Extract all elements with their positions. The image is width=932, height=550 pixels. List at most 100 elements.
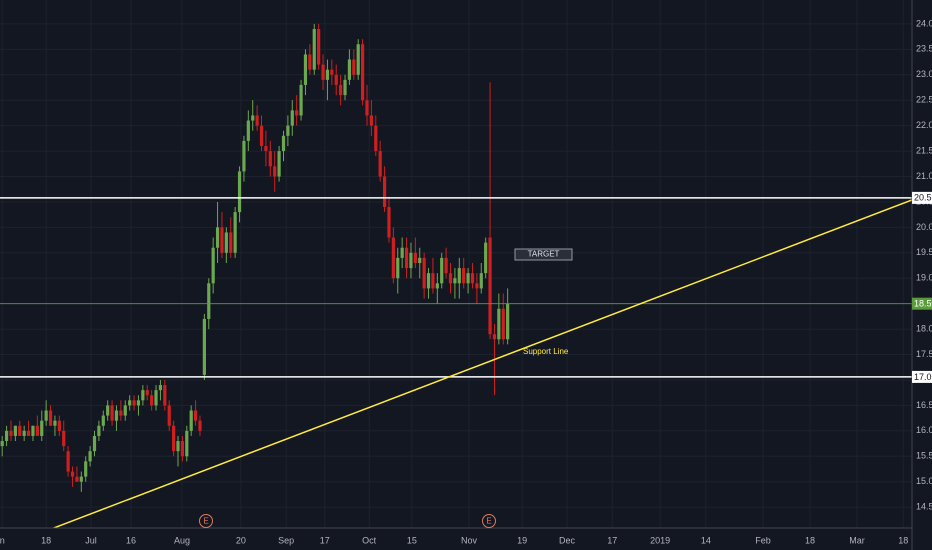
candle-body — [356, 44, 360, 75]
candle-body — [40, 420, 44, 436]
candle-body — [9, 430, 13, 436]
y-tick-label: 22.50 — [916, 95, 932, 105]
y-tick-label: 17.50 — [916, 349, 932, 359]
candle-body — [176, 441, 180, 452]
price-label: 20.58 — [914, 193, 932, 203]
candle-body — [4, 430, 9, 442]
candle-body — [308, 54, 312, 70]
x-tick-label: 18 — [898, 535, 908, 545]
x-tick-label: 2019 — [650, 535, 670, 545]
y-tick-label: 24.00 — [916, 18, 932, 28]
candle-body — [286, 125, 290, 136]
candle-body — [462, 268, 466, 284]
y-tick-label: 16.00 — [916, 425, 932, 435]
price-label-box — [912, 191, 932, 204]
y-tick-label: 19.50 — [916, 247, 932, 257]
candle-body — [303, 54, 308, 85]
candle-body — [312, 28, 316, 70]
plot — [0, 23, 912, 528]
target-label: TARGET — [528, 250, 560, 259]
candle-body — [325, 69, 330, 80]
candle-body — [339, 84, 343, 96]
candle-body — [404, 247, 409, 269]
candle-body — [97, 425, 101, 436]
candle-body — [229, 232, 233, 253]
candle-body — [75, 476, 79, 482]
candle-body — [220, 227, 224, 253]
candle-body — [119, 410, 123, 416]
price-label: 18.50 — [914, 299, 932, 309]
candle-body — [154, 390, 158, 406]
candle-body — [426, 273, 431, 289]
x-tick-label: Jul — [85, 535, 97, 545]
candle-body — [128, 400, 132, 406]
candle-body — [484, 242, 488, 274]
candle-body — [233, 212, 237, 253]
earnings-label[interactable]: E — [486, 517, 491, 526]
x-tick-label: 15 — [407, 535, 417, 545]
candle-body — [215, 227, 220, 248]
x-tick-label: Nov — [461, 535, 478, 545]
x-tick-label: 17 — [607, 535, 617, 545]
price-label-box — [912, 370, 932, 383]
price-label-box — [912, 297, 932, 310]
candle-body — [114, 410, 119, 421]
x-tick-label: Sep — [278, 535, 294, 545]
x-tick-label: n — [0, 535, 5, 545]
candle-body — [457, 268, 461, 284]
axes: n 18 Jul 16 Aug 20 Sep 17 Oct 15 Nov 19 Dec 17 2019 14 F… — [0, 18, 932, 545]
candle-body — [470, 273, 475, 284]
candle-body — [57, 420, 61, 431]
y-tick-label: 23.50 — [916, 44, 932, 54]
candle-body — [290, 110, 294, 126]
candle-body — [110, 405, 114, 421]
candle-body — [0, 441, 4, 447]
candle-body — [79, 476, 83, 482]
candle-body — [378, 151, 382, 177]
candle-body — [53, 420, 57, 426]
candle-body — [343, 79, 347, 96]
candle-body — [123, 405, 127, 416]
candle-body — [374, 125, 378, 152]
candle-body — [62, 430, 66, 447]
candle-body — [281, 135, 286, 152]
candle-body — [488, 237, 492, 335]
candle-body — [136, 400, 141, 406]
candle-body — [334, 74, 338, 85]
x-tick-label: 19 — [517, 535, 527, 545]
x-tick-label: 14 — [701, 535, 711, 545]
earnings-icon[interactable] — [482, 514, 496, 528]
y-tick-label: 20.00 — [916, 222, 932, 232]
target-box — [514, 248, 573, 261]
candle-body — [431, 273, 435, 289]
earnings-icon[interactable] — [199, 514, 213, 528]
candle-body — [211, 247, 215, 284]
candle-body — [268, 151, 272, 167]
candle-body — [497, 308, 501, 340]
candle-body — [92, 435, 97, 452]
candle-body — [435, 283, 439, 289]
candle-body — [273, 166, 277, 177]
candle-body — [479, 273, 483, 289]
candle-body — [330, 69, 334, 75]
candle-body — [299, 84, 303, 116]
candle-body — [321, 64, 325, 80]
candle-body — [352, 59, 356, 75]
candle-body — [172, 425, 176, 452]
y-tick-label: 14.50 — [916, 502, 932, 512]
candle-body — [246, 120, 250, 141]
candle-body — [141, 390, 145, 401]
candle-body — [492, 334, 497, 340]
candle-body — [448, 273, 453, 284]
candle-body — [145, 390, 149, 396]
candle-body — [400, 247, 404, 258]
earnings-label[interactable]: E — [203, 517, 208, 526]
y-tick-label: 18.00 — [916, 323, 932, 333]
candle-body — [26, 430, 31, 436]
candle-body — [396, 257, 400, 279]
x-tick-label: 18 — [41, 535, 51, 545]
candle-body — [193, 410, 198, 421]
candle-body — [207, 283, 211, 319]
